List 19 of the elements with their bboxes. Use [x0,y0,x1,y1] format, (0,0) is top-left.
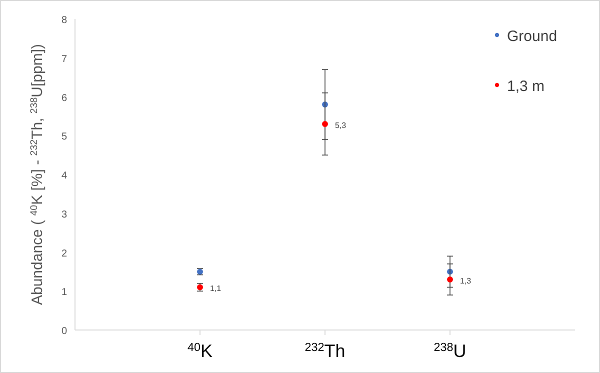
y-tick-label: 8 [61,15,68,26]
y-tick-label: 0 [61,326,68,337]
y-tick-label: 4 [61,170,68,182]
y-tick-label: 3 [61,209,68,220]
data-label: 1,3 [460,276,472,286]
y-tick-label: 5 [61,132,68,143]
y-tick-label: 1 [61,287,68,298]
x-tick-label: $^{232}$Th [304,340,346,361]
point [447,276,453,282]
point [322,120,328,127]
legend-label: Ground [507,28,558,45]
x-tick-label: $^{40}$K [187,340,213,361]
data-label: 1,1 [210,284,222,294]
y-tick-label: 7 [61,54,68,65]
y-tick-label: 2 [61,248,68,260]
y-tick-label: 6 [61,92,68,104]
legend-label: 1,3 m [507,78,545,95]
data-label: 5,3 [335,120,347,130]
x-tick-label: $^{238}$U [434,340,466,361]
